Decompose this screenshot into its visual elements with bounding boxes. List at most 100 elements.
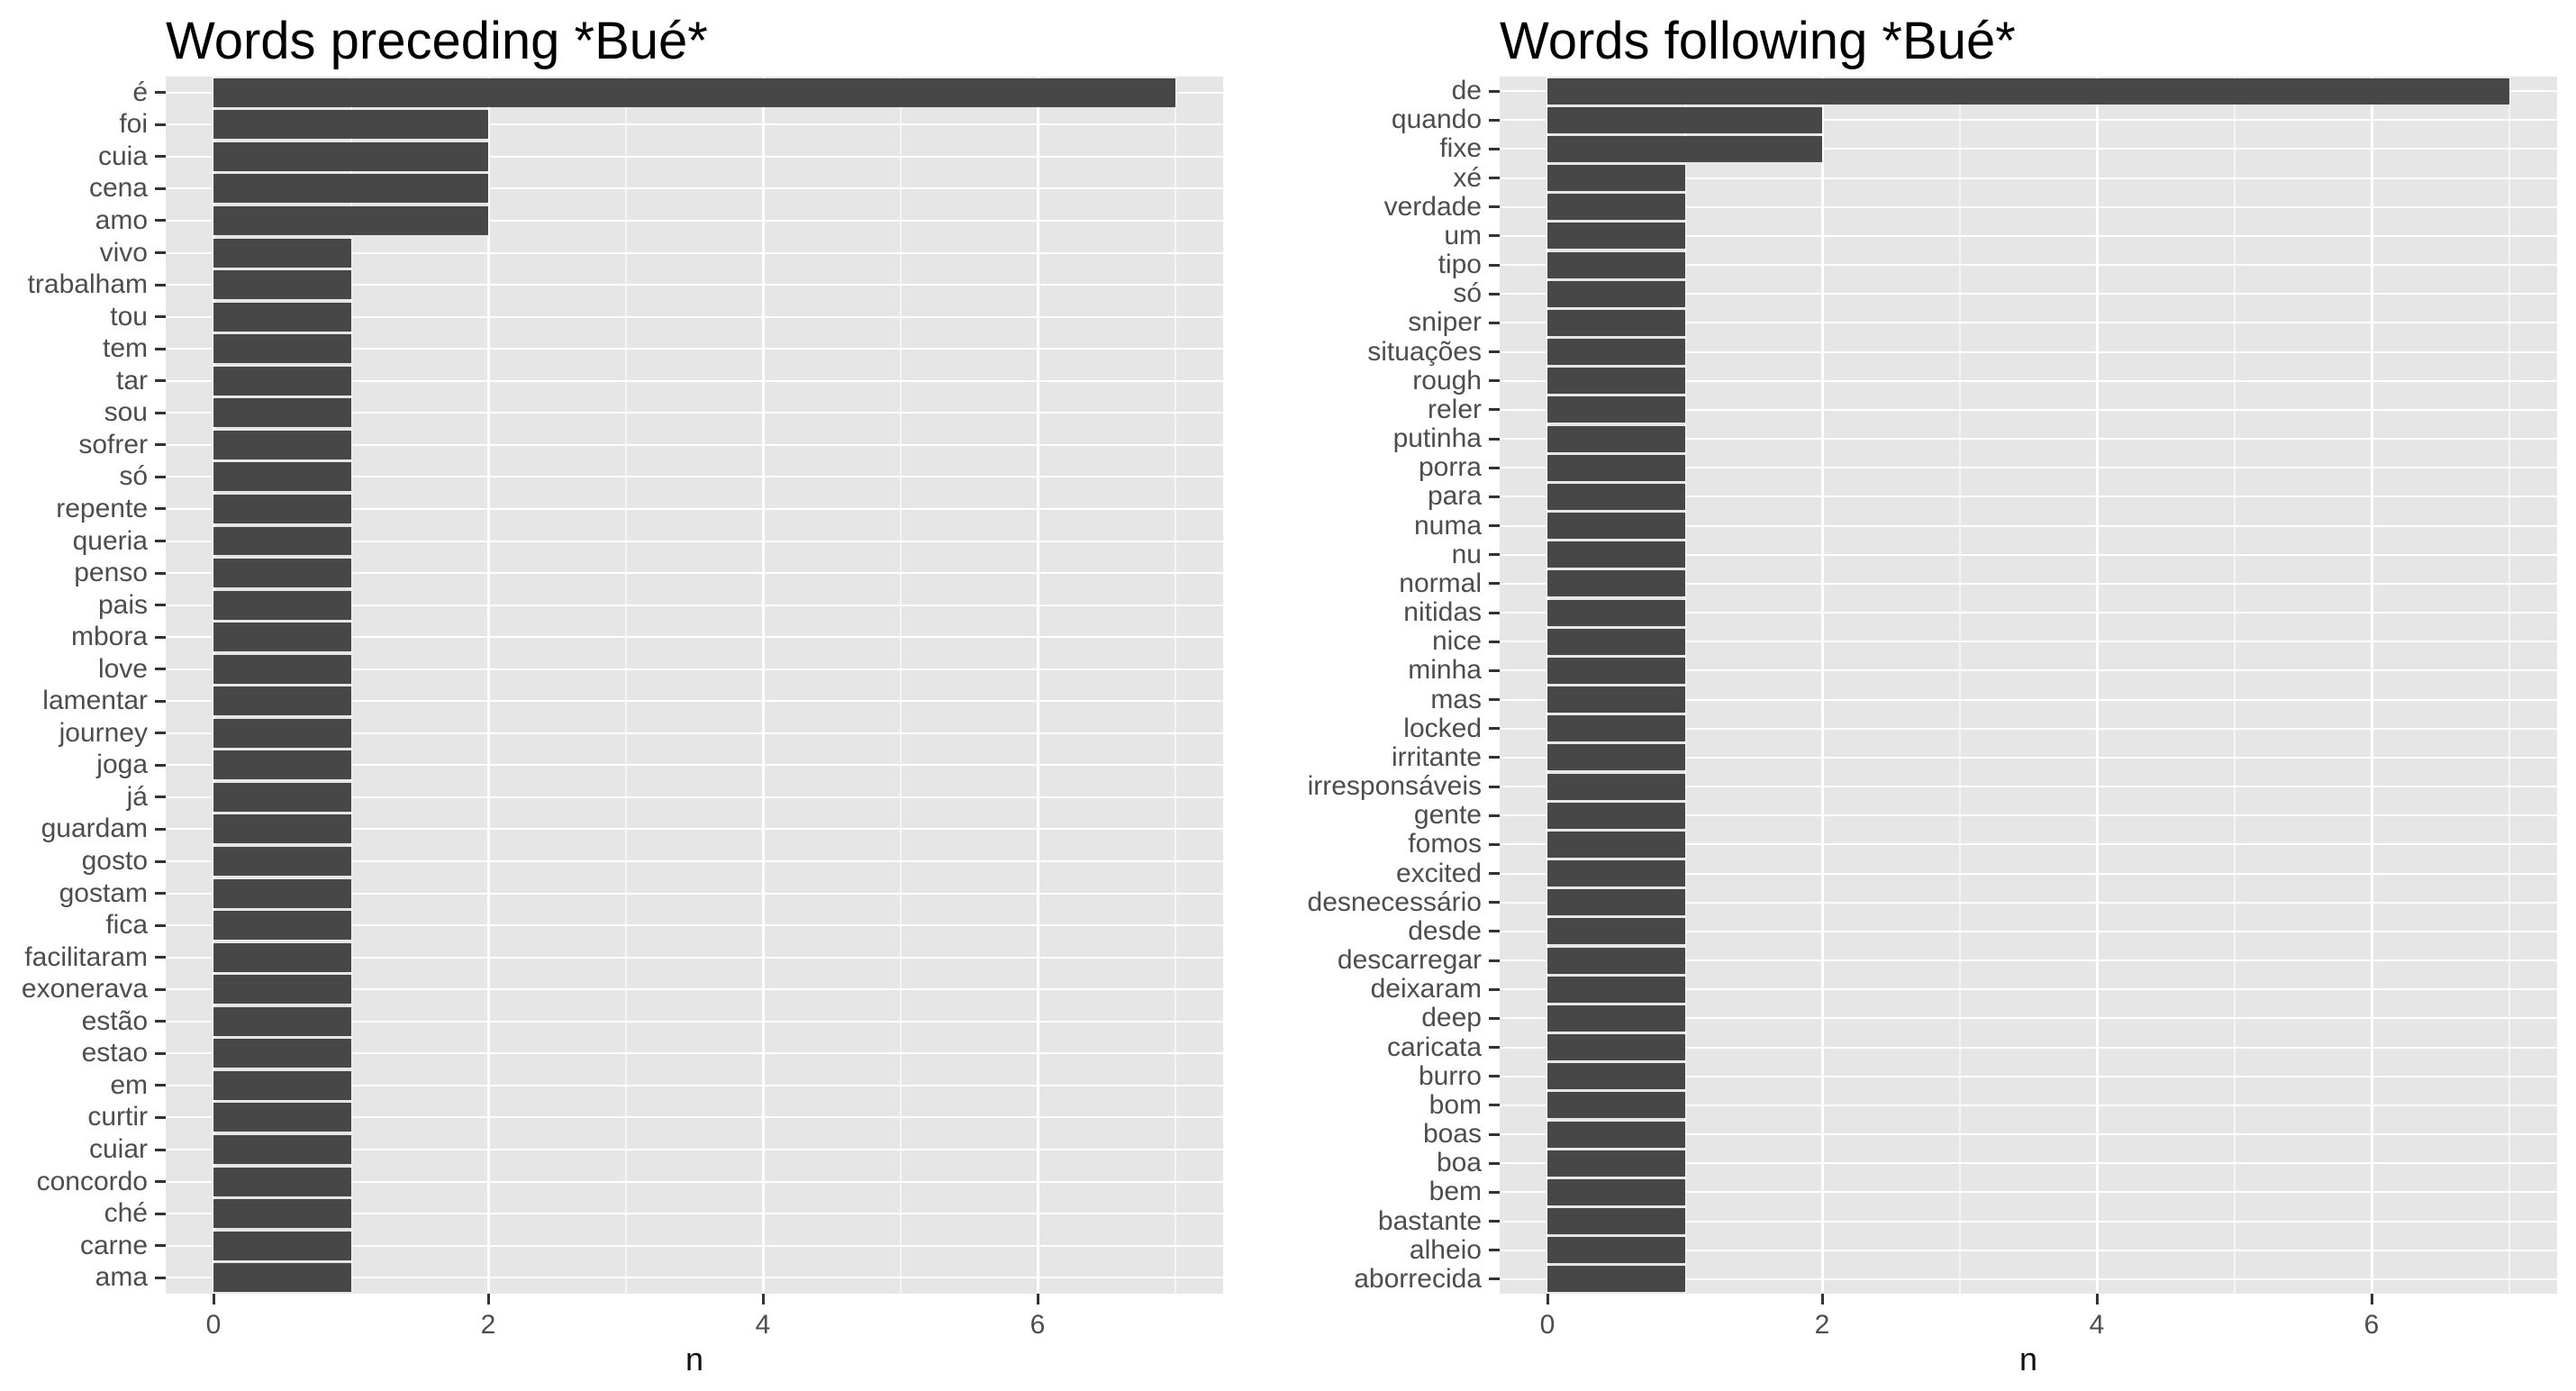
- gridline-row: [1500, 756, 2557, 759]
- bar: [213, 559, 351, 588]
- gridline-row: [1500, 1017, 2557, 1020]
- chart-words-following: Words following *Bué* de quando fixe xé verd…: [1288, 0, 2576, 1391]
- bar: [1547, 454, 1685, 481]
- y-tick-mark: [1489, 1132, 1500, 1136]
- gridline-row: [1500, 1249, 2557, 1251]
- y-tick-mark: [1489, 350, 1500, 354]
- gridline-row: [166, 507, 1223, 510]
- gridline-row: [1500, 1277, 2557, 1280]
- y-tick-label: ama: [95, 1262, 148, 1293]
- x-tick-label: 6: [1029, 1310, 1046, 1340]
- gridline-minor: [2508, 77, 2510, 1294]
- y-tick-mark: [1489, 842, 1500, 846]
- gridline-row: [1500, 264, 2557, 267]
- bar: [213, 398, 351, 428]
- y-tick-mark: [1489, 263, 1500, 267]
- y-tick-label: lamentar: [42, 686, 148, 716]
- x-tick-mark: [1820, 1294, 1824, 1305]
- y-tick-label: penso: [74, 558, 148, 588]
- y-tick-label: love: [97, 653, 148, 684]
- bar: [1547, 744, 1685, 771]
- y-tick-label: queria: [72, 525, 148, 556]
- y-tick-label: pais: [97, 589, 148, 620]
- gridline-row: [1500, 467, 2557, 469]
- gridline-row: [166, 155, 1223, 158]
- y-tick-mark: [1489, 640, 1500, 643]
- y-tick-label: deep: [1421, 1003, 1482, 1033]
- gridline-row: [1500, 148, 2557, 150]
- bar: [213, 718, 351, 748]
- gridline-row: [1500, 350, 2557, 353]
- y-tick-mark: [155, 347, 166, 350]
- bar: [1547, 773, 1685, 800]
- y-tick-mark: [1489, 1046, 1500, 1050]
- bar: [213, 911, 351, 941]
- y-tick-mark: [1489, 177, 1500, 180]
- chart-title: Words preceding *Bué*: [166, 12, 708, 70]
- bar: [1547, 135, 1822, 162]
- y-tick-label: nice: [1431, 626, 1482, 657]
- y-tick-label: curtir: [87, 1102, 148, 1132]
- bar: [1547, 918, 1685, 945]
- y-tick-label: reler: [1427, 394, 1482, 424]
- y-tick-mark: [155, 732, 166, 735]
- y-tick-mark: [155, 571, 166, 575]
- y-tick-mark: [155, 635, 166, 639]
- y-tick-mark: [1489, 611, 1500, 614]
- y-tick-mark: [1489, 234, 1500, 238]
- gridline-row: [166, 732, 1223, 734]
- y-tick-label: nu: [1451, 539, 1482, 569]
- y-tick-mark: [155, 1180, 166, 1184]
- y-tick-mark: [1489, 118, 1500, 122]
- y-tick-label: verdade: [1383, 191, 1482, 222]
- chart-title: Words following *Bué*: [1500, 12, 2016, 70]
- y-tick-mark: [1489, 872, 1500, 876]
- bar: [1547, 396, 1685, 423]
- y-tick-label: porra: [1418, 452, 1482, 483]
- y-tick-label: trabalham: [27, 269, 148, 300]
- y-tick-mark: [155, 1276, 166, 1279]
- y-tick-label: cena: [88, 173, 148, 204]
- gridline-major: [1036, 77, 1039, 1294]
- gridline-row: [166, 796, 1223, 798]
- y-tick-mark: [1489, 205, 1500, 209]
- y-tick-mark: [155, 827, 166, 831]
- x-tick-label: 2: [1814, 1310, 1830, 1340]
- x-tick-mark: [486, 1294, 490, 1305]
- y-tick-mark: [1489, 930, 1500, 933]
- y-tick-label: só: [1453, 278, 1482, 309]
- y-tick-label: estao: [81, 1038, 148, 1068]
- bar: [213, 430, 351, 459]
- y-tick-mark: [155, 1148, 166, 1151]
- y-tick-label: boa: [1436, 1148, 1482, 1178]
- y-tick-label: deixaram: [1370, 974, 1482, 1005]
- bar: [1547, 628, 1685, 655]
- gridline-minor: [624, 77, 627, 1294]
- bar: [1547, 368, 1685, 395]
- y-tick-mark: [155, 186, 166, 190]
- y-tick-mark: [155, 507, 166, 511]
- gridline-row: [166, 956, 1223, 959]
- gridline-row: [1500, 438, 2557, 441]
- y-tick-label: gosto: [81, 846, 148, 877]
- y-tick-label: desde: [1408, 915, 1482, 946]
- y-tick-label: mas: [1430, 684, 1482, 714]
- bar: [213, 1231, 351, 1260]
- y-tick-label: descarregar: [1337, 945, 1482, 976]
- y-tick-mark: [155, 1020, 166, 1023]
- x-tick-label: 0: [205, 1310, 222, 1340]
- bar: [213, 590, 351, 620]
- bar: [1547, 1092, 1685, 1119]
- y-tick-label: boas: [1422, 1119, 1482, 1150]
- bar: [1547, 831, 1685, 858]
- y-tick-label: exonerava: [21, 974, 148, 1005]
- gridline-row: [1500, 408, 2557, 411]
- y-tick-mark: [155, 796, 166, 799]
- gridline-row: [166, 860, 1223, 863]
- y-tick-label: burro: [1418, 1060, 1482, 1091]
- gridline-row: [166, 636, 1223, 639]
- y-tick-mark: [155, 923, 166, 927]
- gridline-row: [166, 668, 1223, 670]
- y-tick-mark: [155, 475, 166, 478]
- gridline-row: [1500, 1162, 2557, 1165]
